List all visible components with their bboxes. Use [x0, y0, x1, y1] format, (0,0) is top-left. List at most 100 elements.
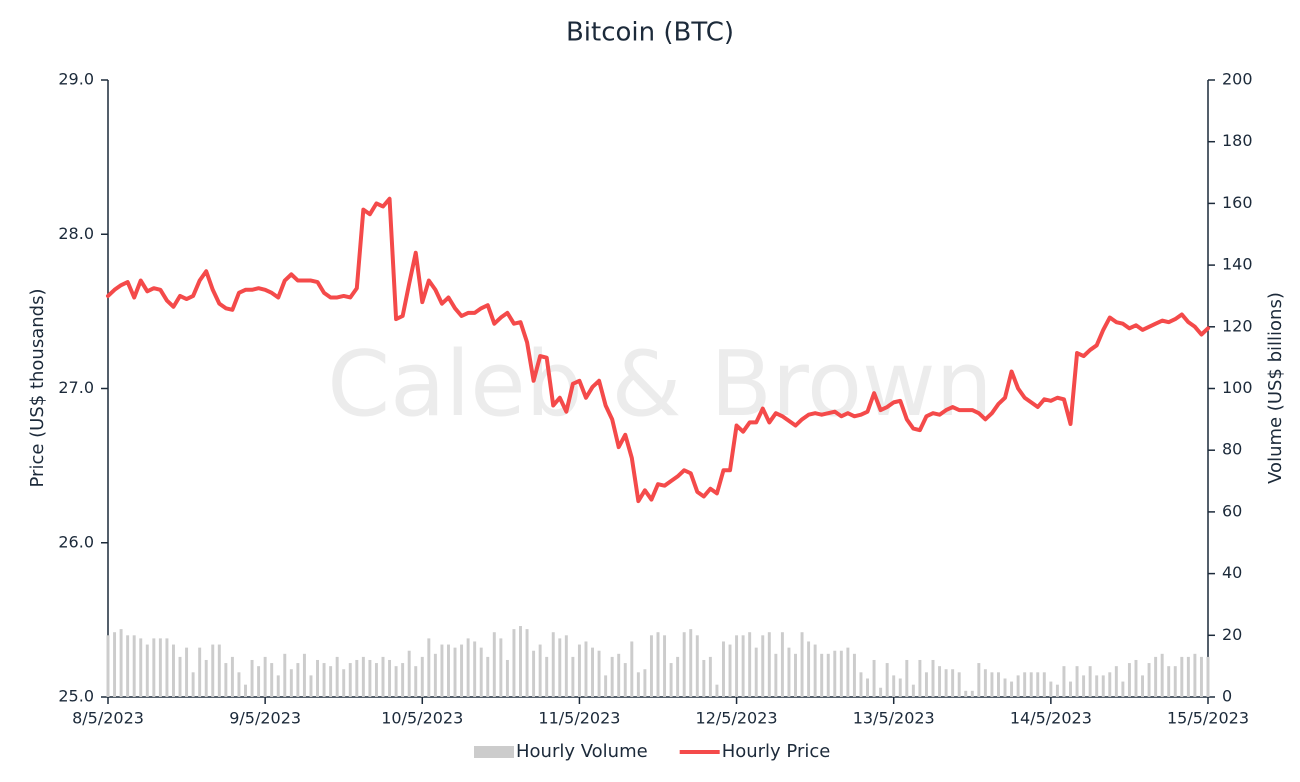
volume-bar [342, 669, 346, 697]
volume-bar [1186, 656, 1190, 697]
volume-bar [957, 672, 961, 697]
volume-bar [702, 659, 706, 697]
volume-bar [1121, 681, 1125, 697]
volume-bar [918, 659, 922, 697]
volume-bar [656, 632, 660, 697]
volume-bar [1016, 675, 1020, 697]
volume-bar [302, 653, 306, 697]
legend-swatch [474, 746, 514, 758]
volume-bar [519, 626, 522, 697]
volume-bar [466, 638, 470, 697]
volume-bar [728, 644, 732, 697]
volume-bar [335, 656, 339, 697]
volume-bar [1127, 663, 1131, 697]
volume-bar [132, 635, 136, 697]
volume-bar [1206, 656, 1210, 697]
volume-bar [283, 653, 287, 697]
volume-bar [329, 666, 333, 697]
volume-bar [381, 656, 385, 697]
y2-tick-label: 80 [1222, 440, 1242, 459]
volume-bar [663, 635, 667, 697]
y-tick-label: 29.0 [58, 70, 94, 89]
volume-bar [997, 672, 1000, 697]
y2-tick-label: 180 [1222, 131, 1253, 150]
volume-bar [250, 659, 254, 697]
volume-bar [787, 647, 791, 697]
volume-bar [859, 672, 863, 697]
volume-bar [447, 644, 450, 697]
volume-bar [178, 656, 182, 697]
volume-bar [204, 659, 208, 697]
volume-bar [630, 641, 634, 697]
volume-bar [106, 635, 110, 697]
y2-tick-label: 60 [1222, 501, 1242, 520]
volume-bar [695, 635, 699, 697]
volume-bar [185, 647, 189, 697]
volume-bar [499, 638, 503, 697]
volume-bar [113, 632, 117, 697]
volume-bar [230, 656, 234, 697]
volume-bar [970, 690, 974, 697]
volume-bar [807, 641, 811, 697]
volume-bar [715, 684, 719, 697]
volume-bar [682, 632, 686, 697]
volume-bar [1010, 681, 1014, 697]
volume-bar [591, 647, 594, 697]
volume-bar [414, 666, 418, 697]
volume-bar [427, 638, 431, 697]
volume-bar [636, 672, 640, 697]
volume-bar [604, 675, 608, 697]
volume-bar [892, 675, 896, 697]
volume-bar [852, 653, 856, 697]
volume-bar [473, 641, 477, 697]
y-axis-title: Price (US$ thousands) [27, 289, 48, 488]
volume-bar [479, 647, 483, 697]
volume-bar [708, 656, 712, 697]
volume-bar [964, 690, 968, 697]
y-tick-label: 27.0 [58, 378, 94, 397]
volume-bar [1069, 681, 1072, 697]
volume-bar [826, 653, 830, 697]
volume-bar [551, 632, 555, 697]
volume-bar [440, 644, 444, 697]
watermark: Caleb & Brown [327, 332, 992, 437]
volume-bar [571, 656, 575, 697]
volume-bar [525, 629, 529, 697]
volume-bar [420, 656, 424, 697]
volume-bar [1173, 666, 1177, 697]
volume-bar [866, 678, 869, 697]
volume-bar [1114, 666, 1118, 697]
volume-bar [1167, 666, 1171, 697]
volume-bar [348, 663, 352, 697]
volume-bar [1023, 672, 1027, 697]
volume-bar [623, 663, 627, 697]
volume-bar [1088, 666, 1092, 697]
volume-bar [944, 669, 948, 697]
volume-bar [145, 644, 149, 697]
volume-bar [316, 659, 319, 697]
volume-bar [1082, 675, 1086, 697]
volume-bar [1062, 666, 1066, 697]
volume-bar [1036, 672, 1040, 697]
volume-bar [1101, 675, 1105, 697]
volume-bar [754, 647, 758, 697]
volume-bar [512, 629, 516, 697]
x-tick-label: 12/5/2023 [696, 709, 778, 728]
volume-bar [263, 656, 267, 697]
volume-bar [649, 635, 653, 697]
volume-bar [839, 650, 843, 697]
volume-bar [453, 647, 457, 697]
volume-bar [309, 675, 313, 697]
volume-bar [486, 656, 490, 697]
volume-bar [505, 659, 509, 697]
volume-bar [689, 629, 693, 697]
volume-bar [911, 684, 915, 697]
volume-bar [735, 635, 739, 697]
volume-bar [1193, 653, 1197, 697]
volume-bar [433, 653, 437, 697]
volume-bar [361, 656, 365, 697]
volume-bar [597, 650, 601, 697]
volume-bar [1134, 659, 1138, 697]
volume-bar [538, 644, 542, 697]
